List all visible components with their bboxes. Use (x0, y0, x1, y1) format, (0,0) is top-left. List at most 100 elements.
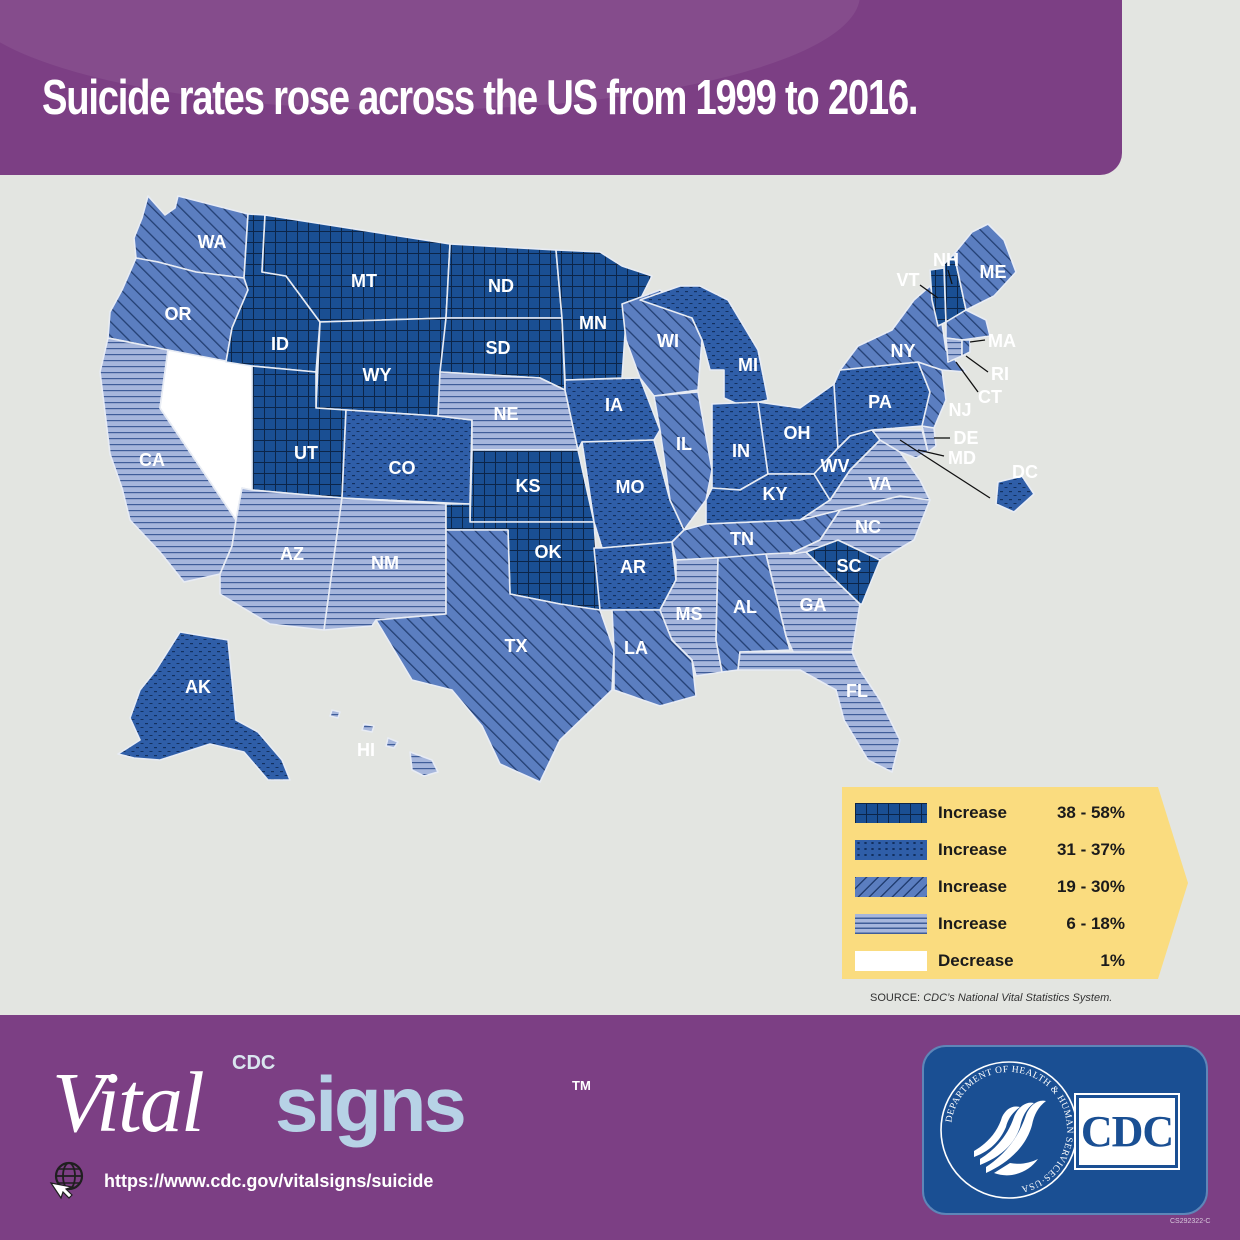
legend-range: 19 - 30% (1056, 877, 1125, 896)
state-label-ma: MA (988, 331, 1016, 351)
state-label-nj: NJ (948, 400, 971, 420)
leader-nh (947, 269, 953, 285)
leader-ma (969, 339, 986, 343)
state-label-hi: HI (357, 740, 375, 760)
state-shape-VT (929, 267, 947, 327)
state-shape-CT (945, 337, 963, 363)
state-label-nh: NH (933, 250, 959, 270)
legend-background (842, 787, 1188, 979)
state-label-ut: UT (294, 443, 318, 463)
state-label-nd: ND (488, 276, 514, 296)
state-label-wi: WI (657, 331, 679, 351)
legend-item: Increase 19 - 30% (855, 877, 1125, 897)
state-shape-DC (995, 475, 1035, 513)
leader-md (917, 449, 945, 457)
header-banner: Suicide rates rose across the US from 19… (0, 0, 1122, 175)
state-label-al: AL (733, 597, 757, 617)
legend-label: Decrease (938, 951, 1014, 970)
state-label-me: ME (980, 262, 1007, 282)
hhs-cdc-badge: DEPARTMENT OF HEALTH & HUMAN SERVICES·US… (922, 1045, 1208, 1215)
state-label-vt: VT (896, 270, 919, 290)
state-label-sc: SC (836, 556, 861, 576)
state-label-ia: IA (605, 395, 623, 415)
state-label-ks: KS (515, 476, 540, 496)
state-label-ms: MS (676, 604, 703, 624)
legend: Increase 38 - 58% Increase 31 - 37% Increase… (842, 787, 1188, 979)
legend-swatch-horiz (855, 914, 927, 934)
state-label-mi: MI (738, 355, 758, 375)
state-label-or: OR (165, 304, 192, 324)
state-label-sd: SD (485, 338, 510, 358)
state-label-az: AZ (280, 544, 304, 564)
leader-lines (899, 269, 991, 499)
vitalsigns-link[interactable]: https://www.cdc.gov/vitalsigns/suicide (104, 1171, 434, 1191)
state-label-wy: WY (363, 365, 392, 385)
states-layer (99, 195, 1035, 783)
state-label-de: DE (953, 428, 978, 448)
state-label-il: IL (676, 434, 692, 454)
state-shape-TX (375, 529, 615, 783)
legend-range: 1% (1100, 951, 1125, 970)
state-label-mn: MN (579, 313, 607, 333)
state-label-ga: GA (800, 595, 827, 615)
state-label-wv: WV (821, 456, 850, 476)
state-label-ri: RI (991, 364, 1009, 384)
state-label-ny: NY (890, 341, 915, 361)
state-label-la: LA (624, 638, 648, 658)
legend-label: Increase (938, 840, 1007, 859)
brand-trademark: TM (572, 1078, 591, 1093)
state-label-ok: OK (535, 542, 562, 562)
brand-cdc: CDC (232, 1052, 276, 1074)
state-label-ak: AK (185, 677, 211, 697)
leader-ct (955, 361, 979, 393)
state-label-tn: TN (730, 529, 754, 549)
state-label-fl: FL (846, 681, 868, 701)
legend-item: Decrease 1% (855, 951, 1125, 971)
legend-label: Increase (938, 877, 1007, 896)
hhs-seal-icon: DEPARTMENT OF HEALTH & HUMAN SERVICES·US… (940, 1061, 1078, 1199)
state-label-nm: NM (371, 553, 399, 573)
state-label-ne: NE (493, 404, 518, 424)
state-label-dc: DC (1012, 462, 1038, 482)
source-note: SOURCE: CDC’s National Vital Statistics … (870, 992, 1113, 1004)
state-label-oh: OH (784, 423, 811, 443)
legend-item: Increase 31 - 37% (855, 840, 1125, 860)
publication-code: CS292322-C (1170, 1218, 1211, 1225)
cdc-logo: CDC (1074, 1093, 1180, 1170)
state-shape-CO (341, 409, 473, 505)
legend-item: Increase 6 - 18% (855, 914, 1125, 934)
legend-label: Increase (938, 914, 1007, 933)
page-title: Suicide rates rose across the US from 19… (42, 71, 919, 125)
globe-icon (49, 1161, 84, 1200)
state-label-md: MD (948, 448, 976, 468)
state-label-in: IN (732, 441, 750, 461)
state-label-tx: TX (504, 636, 527, 656)
state-shape-HI-isle-2 (361, 723, 375, 733)
state-label-id: ID (271, 334, 289, 354)
state-label-ky: KY (762, 484, 787, 504)
state-label-va: VA (868, 474, 892, 494)
legend-swatch-grid (855, 803, 927, 823)
state-labels: WA OR CA NV ID MT WY UT AZ NM CO ND SD NE KS OK TX MN IA MO… (139, 232, 1038, 760)
legend-label: Increase (938, 803, 1007, 822)
state-shape-FL (737, 651, 901, 773)
us-map: WA OR CA NV ID MT WY UT AZ NM CO ND SD NE KS OK TX MN IA MO… (99, 195, 1038, 783)
state-shape-RI (961, 339, 971, 357)
leader-ri (965, 355, 989, 373)
legend-swatch-diag (855, 877, 927, 897)
cdc-logo-text: CDC (1080, 1107, 1174, 1156)
state-label-mo: MO (616, 477, 645, 497)
legend-range: 6 - 18% (1066, 914, 1125, 933)
leader-dc (899, 439, 991, 499)
state-shape-ME (953, 223, 1017, 311)
state-shape-NC (789, 495, 931, 561)
legend-swatch-dots (855, 840, 927, 860)
state-shape-HI (409, 751, 439, 777)
legend-range: 31 - 37% (1056, 840, 1125, 859)
vitalsigns-logo: Vital CDC signs TM (52, 1040, 592, 1160)
state-shape-HI-isle-3 (329, 709, 341, 719)
brand-signs: signs (275, 1060, 467, 1148)
state-label-wa: WA (198, 232, 227, 252)
state-label-ca: CA (139, 450, 165, 470)
legend-item: Increase 38 - 58% (855, 803, 1125, 823)
